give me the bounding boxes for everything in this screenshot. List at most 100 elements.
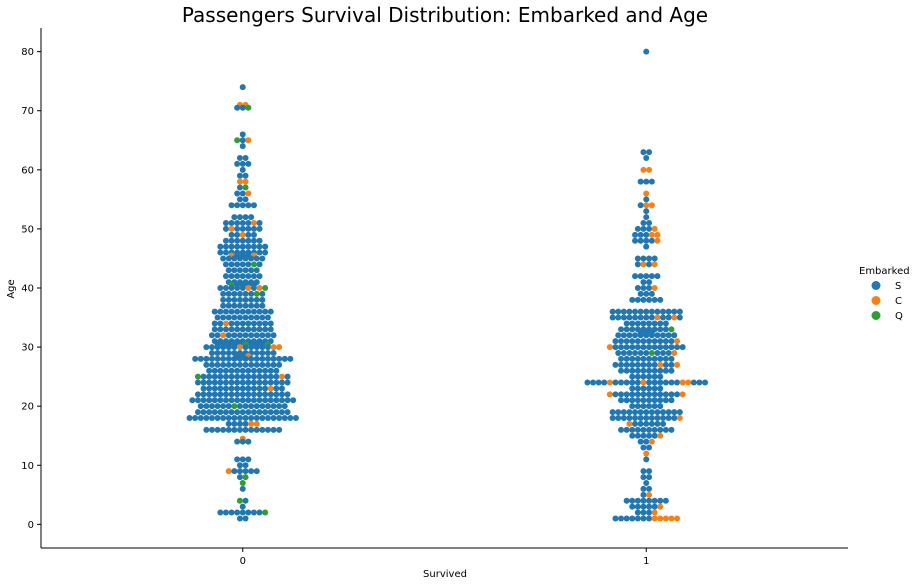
point-1-23-0 xyxy=(609,314,616,321)
point-0-43-1 xyxy=(197,355,204,362)
point-0-47-16 xyxy=(284,379,291,386)
point-0-43-14 xyxy=(270,355,277,362)
y-tick-label-6: 60 xyxy=(21,165,34,176)
point-1-24-3 xyxy=(640,320,647,327)
point-0-50-1 xyxy=(194,397,201,404)
point-1-57-2 xyxy=(623,515,630,522)
point-0-53-14 xyxy=(264,415,271,421)
point-0-51-4 xyxy=(220,403,227,410)
point-0-34-2 xyxy=(225,314,232,321)
point-1-11-3 xyxy=(651,225,658,232)
point-0-66-7 xyxy=(256,509,263,516)
point-1-34-4 xyxy=(651,373,658,380)
point-1-24-6 xyxy=(657,320,664,327)
point-0-57-2 xyxy=(245,438,252,445)
point-0-48-4 xyxy=(222,385,229,392)
point-0-47-2 xyxy=(206,379,213,386)
point-0-7-1 xyxy=(239,160,246,167)
point-0-23-7 xyxy=(259,255,266,262)
point-0-6-0 xyxy=(236,155,243,161)
point-0-51-14 xyxy=(276,403,283,410)
point-0-46-0 xyxy=(194,373,201,380)
point-0-29-5 xyxy=(245,285,252,291)
point-0-23-3 xyxy=(236,255,243,262)
point-1-40-11 xyxy=(671,409,678,416)
point-0-17-2 xyxy=(234,225,241,232)
point-0-46-13 xyxy=(267,373,274,380)
point-0-17-5 xyxy=(250,225,257,232)
point-1-8-0 xyxy=(643,208,650,215)
point-1-41-1 xyxy=(615,415,622,421)
point-1-24-1 xyxy=(629,320,636,327)
point-0-53-1 xyxy=(192,415,199,421)
point-1-24-0 xyxy=(623,320,630,327)
point-0-40-6 xyxy=(236,344,243,351)
point-1-13-4 xyxy=(654,237,661,244)
point-1-4-0 xyxy=(637,178,644,185)
point-0-47-14 xyxy=(273,379,280,386)
point-0-29-2 xyxy=(228,285,235,291)
point-0-66-4 xyxy=(239,509,246,516)
point-1-42-6 xyxy=(660,420,667,427)
point-0-29-4 xyxy=(239,285,246,291)
point-0-31-4 xyxy=(242,296,249,303)
point-0-52-2 xyxy=(206,409,213,416)
point-1-5-0 xyxy=(643,190,650,197)
point-0-52-8 xyxy=(239,409,246,416)
point-0-12-2 xyxy=(245,190,252,197)
point-1-56-3 xyxy=(651,509,658,516)
y-tick-label-0: 0 xyxy=(28,520,34,531)
point-1-30-1 xyxy=(620,350,627,356)
point-0-53-17 xyxy=(281,415,288,421)
point-0-59-1 xyxy=(242,462,249,469)
point-1-34-0 xyxy=(629,373,636,380)
point-0-51-2 xyxy=(208,403,215,410)
y-tick-label-5: 50 xyxy=(21,224,34,235)
point-1-11-1 xyxy=(640,225,647,232)
point-0-37-8 xyxy=(253,332,260,339)
point-0-33-8 xyxy=(256,308,263,315)
point-0-50-13 xyxy=(262,397,269,404)
point-1-23-9 xyxy=(660,314,667,321)
point-0-51-1 xyxy=(203,403,210,410)
point-1-7-0 xyxy=(637,202,644,209)
point-1-33-3 xyxy=(634,367,641,374)
point-0-19-5 xyxy=(250,237,257,244)
point-0-41-3 xyxy=(225,350,232,356)
point-1-43-9 xyxy=(668,426,675,433)
point-0-55-11 xyxy=(264,426,271,433)
point-1-24-7 xyxy=(662,320,669,327)
point-1-33-8 xyxy=(662,367,669,374)
point-1-38-0 xyxy=(618,397,625,404)
point-1-40-6 xyxy=(643,409,650,416)
point-0-29-0 xyxy=(217,285,224,291)
point-0-16-5 xyxy=(250,220,257,226)
point-0-48-11 xyxy=(262,385,269,392)
point-0-4-2 xyxy=(245,137,252,144)
point-0-60-4 xyxy=(248,468,255,475)
point-1-30-2 xyxy=(626,350,633,356)
point-1-6-0 xyxy=(643,196,650,203)
point-1-40-12 xyxy=(676,409,683,416)
point-1-22-9 xyxy=(660,308,667,315)
point-0-53-18 xyxy=(287,415,294,421)
point-1-15-2 xyxy=(646,255,653,262)
point-1-35-16 xyxy=(674,379,681,386)
point-1-31-4 xyxy=(640,355,647,362)
point-0-50-4 xyxy=(211,397,218,404)
point-1-39-0 xyxy=(629,403,636,410)
point-0-60-2 xyxy=(236,468,243,475)
point-0-51-13 xyxy=(270,403,277,410)
point-1-25-2 xyxy=(629,326,636,333)
point-0-8-0 xyxy=(239,166,246,173)
point-1-35-11 xyxy=(646,379,653,386)
point-1-41-2 xyxy=(620,415,627,421)
point-0-54-2 xyxy=(236,420,243,427)
point-0-54-5 xyxy=(253,420,260,427)
point-0-31-1 xyxy=(225,296,232,303)
point-1-55-4 xyxy=(651,503,658,510)
point-0-66-2 xyxy=(228,509,235,516)
point-0-37-10 xyxy=(264,332,271,339)
point-0-48-1 xyxy=(206,385,213,392)
